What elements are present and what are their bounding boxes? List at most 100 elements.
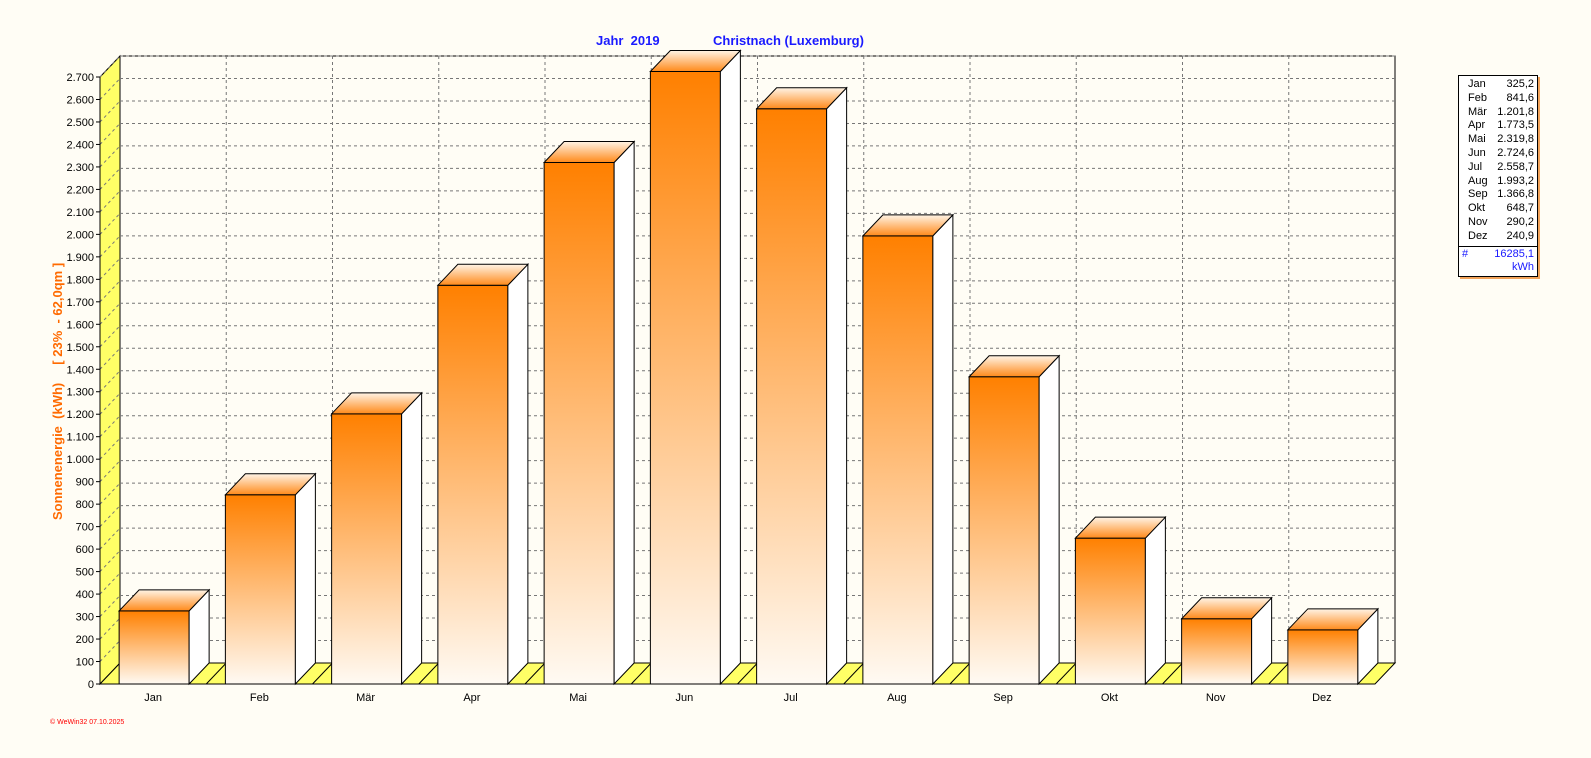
bar-side [613, 140, 635, 686]
bar-side [719, 49, 741, 686]
legend-row: Nov 290,2 [1462, 216, 1534, 230]
y-tick-label: 1.800 [66, 274, 94, 286]
floor-divider [737, 662, 758, 685]
y-tick-label: 1.900 [66, 252, 94, 264]
y-tick-label: 2.300 [66, 162, 94, 174]
floor-divider [418, 662, 440, 685]
bar [330, 391, 423, 686]
bar-side [401, 391, 423, 686]
bar-top [1286, 608, 1380, 631]
y-tick-label: 500 [76, 567, 94, 579]
y-axis-label: Sonnenenergie (kWh) [ 23% - 62,0qm ] [50, 263, 65, 520]
floor-divider [524, 662, 546, 685]
bar-top [542, 140, 636, 163]
bar-side [1038, 354, 1060, 686]
legend-row: Jul 2.558,7 [1462, 161, 1534, 175]
legend-row: Jun 2.724,6 [1462, 147, 1534, 161]
bar-side [826, 86, 848, 686]
footer-stamp: © WeWin32 07.10.2025 [50, 718, 124, 726]
bar-front [862, 235, 934, 685]
y-tick-label: 1.700 [66, 297, 94, 309]
bar [224, 472, 317, 686]
legend-month: Dez [1468, 229, 1488, 242]
plot-left-wall [99, 54, 121, 686]
y-tick-label: 1.300 [66, 387, 94, 399]
bar-side [507, 263, 529, 686]
legend-rows: Jan 325,2 Feb 841,6 Mär 1.201,8 Apr 1.773,5 Mai 2… [1459, 76, 1537, 246]
floor-divider [205, 662, 227, 685]
legend-row: Apr 1.773,5 [1462, 119, 1534, 133]
floor-divider [1268, 662, 1290, 685]
bar-front [1181, 618, 1253, 685]
grid-line-wall [99, 437, 121, 460]
legend-month: Apr [1468, 119, 1486, 132]
legend-value: 325,2 [1506, 78, 1534, 90]
bar-side [294, 472, 316, 686]
bar-front [1287, 629, 1359, 685]
legend-value: 2.319,8 [1497, 133, 1534, 146]
bar-front [649, 70, 721, 685]
y-tick-label: 1.200 [66, 409, 94, 421]
total-value: 16285,1 [1494, 247, 1534, 260]
legend-month: Sep [1468, 188, 1488, 201]
grid-line-wall [99, 347, 121, 370]
y-tick-label: 1.100 [66, 432, 94, 444]
chart-subtitle: Christnach (Luxemburg) [713, 33, 864, 48]
legend-row: Jan 325,2 [1462, 78, 1534, 92]
y-tick-label: 2.400 [66, 139, 94, 151]
legend-value: 648,7 [1506, 202, 1534, 215]
x-tick-label: Jul [784, 692, 798, 704]
legend-month: Nov [1468, 215, 1488, 228]
y-tick-label: 200 [76, 634, 94, 646]
bar-top [755, 87, 848, 110]
bar [436, 263, 530, 686]
bar-side [932, 213, 954, 686]
legend-row: Aug 1.993,2 [1462, 175, 1534, 189]
grid-line-wall [99, 302, 121, 325]
legend-value: 240,9 [1506, 229, 1534, 242]
grid-line-wall [99, 572, 121, 595]
legend-value: 2.558,7 [1497, 160, 1534, 173]
bar [967, 354, 1061, 686]
total-symbol: # [1462, 247, 1469, 260]
bar-top [436, 263, 530, 286]
legend-month: Feb [1468, 91, 1487, 104]
legend-value: 1.993,2 [1497, 174, 1534, 187]
legend-row: Mai 2.319,8 [1462, 133, 1534, 147]
bar-top [1180, 597, 1273, 620]
x-tick-label: Jun [676, 692, 694, 704]
legend-row: Sep 1.366,8 [1462, 188, 1534, 202]
bar-top [649, 49, 742, 72]
bar-front [1074, 537, 1146, 685]
bar [649, 49, 742, 686]
x-tick-label: Sep [993, 692, 1013, 704]
grid-line-wall [99, 415, 121, 438]
bar-top [1074, 516, 1167, 539]
grid-line-wall [99, 505, 121, 527]
floor-divider [843, 662, 865, 685]
x-tick-label: Apr [463, 692, 480, 704]
legend-value: 2.724,6 [1497, 146, 1534, 159]
grid-line-wall [99, 257, 121, 280]
y-tick-label: 1.600 [66, 319, 94, 331]
grid-line-wall [99, 460, 121, 483]
bar [1074, 515, 1167, 686]
floor-divider [1055, 662, 1077, 685]
grid-line-wall [99, 100, 121, 123]
x-tick-label: Mär [356, 692, 375, 704]
bar-front [437, 284, 509, 685]
bar-top [224, 473, 317, 496]
bar-front [331, 413, 403, 685]
chart-title: Jahr 2019 [596, 33, 660, 48]
bar-front [756, 108, 828, 685]
grid-line-wall [99, 123, 121, 145]
y-tick-label: 600 [76, 544, 94, 556]
floor-divider [312, 662, 333, 685]
grid-line-wall [99, 595, 121, 617]
floor-divider [949, 662, 971, 685]
legend-month: Jun [1468, 146, 1486, 159]
legend-month: Mai [1468, 133, 1486, 146]
y-tick-label: 2.500 [66, 117, 94, 129]
y-tick-label: 1.400 [66, 364, 94, 376]
